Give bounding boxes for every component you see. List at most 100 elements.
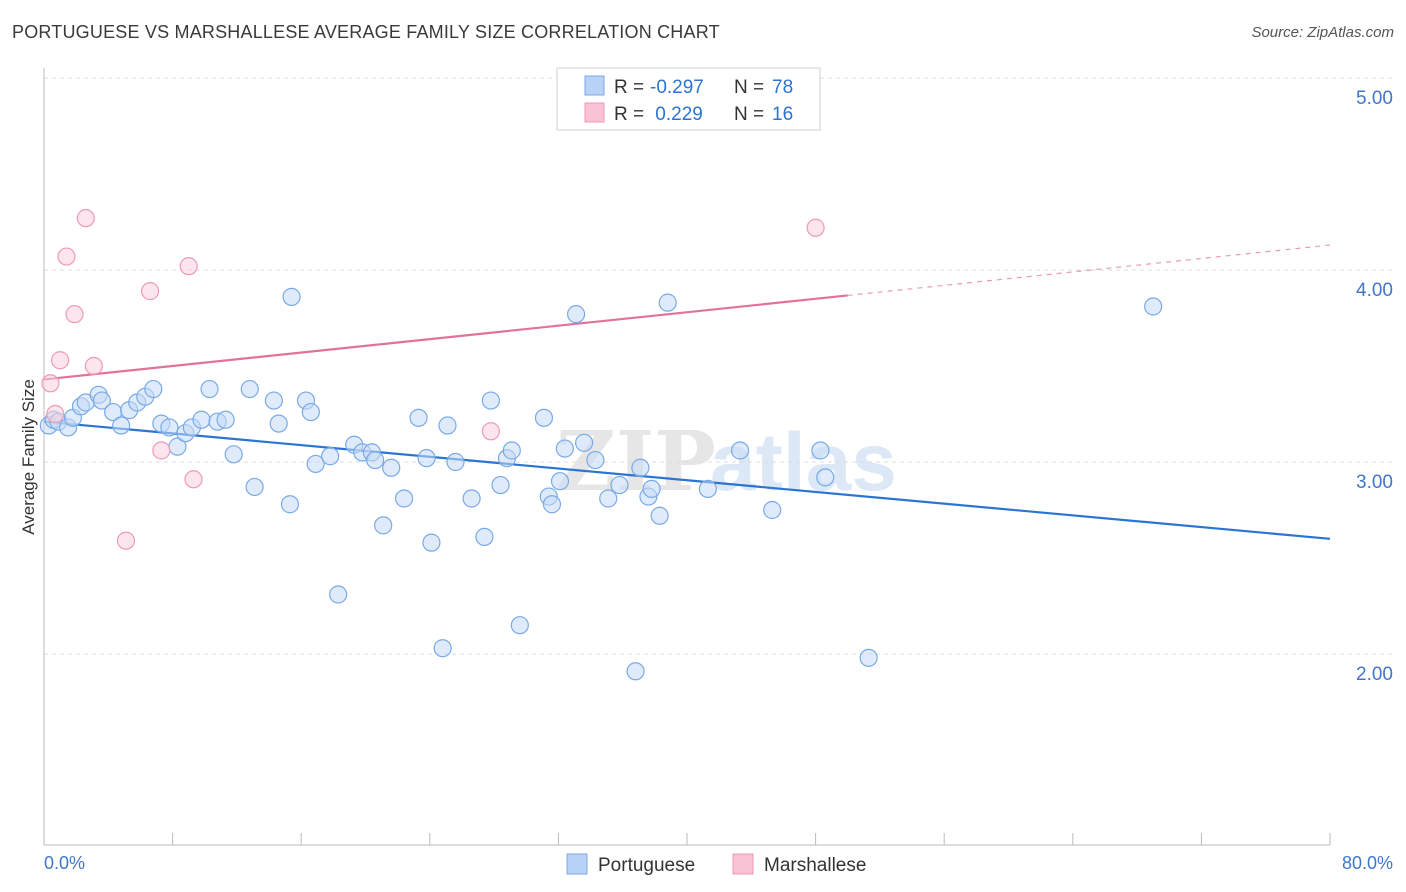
point-portuguese-14 bbox=[144, 379, 163, 399]
point-marshallese-10 bbox=[179, 257, 198, 276]
point-portuguese-70 bbox=[650, 506, 669, 525]
point-portuguese-65 bbox=[610, 475, 629, 495]
legend-swatch-marshallese bbox=[584, 102, 605, 123]
source-label: Source: ZipAtlas.com bbox=[1251, 24, 1394, 41]
legend-n-label-2: N = bbox=[734, 104, 764, 125]
point-portuguese-39 bbox=[366, 450, 385, 470]
legend-n-label-1: N = bbox=[734, 77, 764, 98]
point-portuguese-69 bbox=[642, 479, 661, 498]
point-portuguese-28 bbox=[269, 414, 288, 433]
point-portuguese-54 bbox=[502, 441, 521, 460]
point-portuguese-75 bbox=[811, 441, 830, 460]
point-portuguese-23 bbox=[216, 410, 235, 429]
point-portuguese-24 bbox=[224, 445, 243, 464]
point-portuguese-64 bbox=[599, 489, 618, 508]
point-marshallese-4 bbox=[65, 305, 84, 324]
point-marshallese-0 bbox=[41, 374, 60, 393]
point-portuguese-50 bbox=[475, 527, 494, 546]
x-tick-right: 80.0% bbox=[1342, 853, 1393, 873]
point-marshallese-7 bbox=[116, 531, 136, 550]
point-portuguese-44 bbox=[417, 449, 436, 468]
point-portuguese-48 bbox=[446, 452, 465, 472]
point-marshallese-3 bbox=[57, 247, 76, 266]
legend-r-label-2: R = bbox=[614, 104, 644, 125]
point-portuguese-29 bbox=[280, 495, 300, 514]
point-portuguese-30 bbox=[282, 287, 301, 306]
point-portuguese-35 bbox=[329, 585, 348, 604]
point-portuguese-55 bbox=[510, 616, 529, 635]
point-portuguese-41 bbox=[382, 458, 401, 477]
point-marshallese-1 bbox=[46, 404, 65, 424]
point-marshallese-5 bbox=[76, 209, 95, 228]
x-tick-left: 0.0% bbox=[44, 853, 85, 873]
bottom-legend: Portuguese Marshallese bbox=[566, 853, 866, 876]
legend-r-value-2: 0.229 bbox=[650, 104, 703, 125]
point-portuguese-8 bbox=[92, 391, 111, 410]
y-tick-label-2: 4.00 bbox=[1356, 280, 1393, 301]
legend: R = -0.297 N = 78 R = 0.229 N = 16 bbox=[556, 67, 821, 131]
point-marshallese-12 bbox=[481, 422, 500, 441]
point-marshallese-2 bbox=[50, 351, 70, 370]
point-portuguese-32 bbox=[301, 402, 320, 422]
point-portuguese-58 bbox=[542, 495, 562, 514]
point-portuguese-40 bbox=[374, 516, 393, 535]
trend-line-1-dashed bbox=[847, 244, 1331, 297]
point-portuguese-49 bbox=[462, 489, 481, 508]
point-portuguese-72 bbox=[698, 479, 717, 498]
point-portuguese-25 bbox=[240, 379, 259, 399]
point-marshallese-9 bbox=[152, 441, 171, 460]
point-portuguese-76 bbox=[816, 468, 835, 487]
point-marshallese-6 bbox=[84, 356, 103, 376]
y-tick-label-1: 3.00 bbox=[1356, 472, 1393, 493]
point-portuguese-34 bbox=[321, 447, 340, 466]
point-portuguese-71 bbox=[658, 293, 677, 312]
point-portuguese-47 bbox=[438, 416, 457, 435]
y-tick-label-3: 5.00 bbox=[1356, 88, 1393, 109]
axes bbox=[43, 68, 1331, 846]
point-portuguese-78 bbox=[1144, 297, 1163, 316]
legend-n-value-1: 78 bbox=[772, 77, 793, 98]
bottom-legend-swatch-portuguese bbox=[566, 853, 588, 875]
point-portuguese-43 bbox=[409, 408, 428, 427]
grid-lines bbox=[44, 77, 1393, 655]
tick-labels: 2.00 3.00 4.00 5.00 bbox=[1356, 88, 1393, 685]
chart-title: PORTUGUESE VS MARSHALLESE AVERAGE FAMILY… bbox=[12, 22, 720, 42]
point-portuguese-20 bbox=[192, 410, 211, 429]
trend-line-1-solid bbox=[43, 294, 848, 381]
legend-swatch-portuguese bbox=[584, 75, 605, 96]
y-axis-title: Average Family Size bbox=[19, 379, 38, 535]
point-marshallese-13 bbox=[806, 218, 825, 237]
point-portuguese-56 bbox=[534, 408, 554, 427]
point-portuguese-77 bbox=[859, 648, 878, 667]
point-portuguese-59 bbox=[550, 472, 570, 491]
legend-r-value-1: -0.297 bbox=[650, 77, 704, 98]
trend-lines bbox=[43, 244, 1331, 540]
legend-r-label-1: R = bbox=[614, 77, 644, 98]
data-points bbox=[39, 209, 1163, 681]
legend-n-value-2: 16 bbox=[772, 104, 793, 125]
point-portuguese-51 bbox=[481, 391, 500, 410]
point-portuguese-74 bbox=[763, 500, 782, 520]
bottom-legend-label-portuguese: Portuguese bbox=[598, 855, 695, 876]
bottom-legend-swatch-marshallese bbox=[732, 853, 754, 875]
point-portuguese-16 bbox=[160, 418, 179, 437]
point-portuguese-46 bbox=[433, 639, 452, 658]
point-portuguese-33 bbox=[306, 454, 325, 474]
point-portuguese-10 bbox=[112, 416, 131, 435]
bottom-legend-label-marshallese: Marshallese bbox=[764, 855, 866, 876]
trend-line-0 bbox=[43, 420, 1331, 540]
point-portuguese-52 bbox=[491, 475, 510, 495]
point-portuguese-21 bbox=[200, 379, 219, 399]
point-portuguese-26 bbox=[245, 477, 264, 497]
point-portuguese-60 bbox=[555, 439, 574, 458]
point-portuguese-63 bbox=[586, 450, 605, 470]
point-portuguese-45 bbox=[422, 533, 441, 552]
y-tick-label-0: 2.00 bbox=[1356, 664, 1393, 685]
point-portuguese-62 bbox=[575, 433, 594, 452]
point-portuguese-42 bbox=[394, 489, 414, 508]
point-portuguese-73 bbox=[730, 441, 750, 460]
point-portuguese-27 bbox=[264, 391, 283, 410]
point-portuguese-61 bbox=[566, 305, 586, 324]
point-portuguese-67 bbox=[631, 458, 650, 477]
